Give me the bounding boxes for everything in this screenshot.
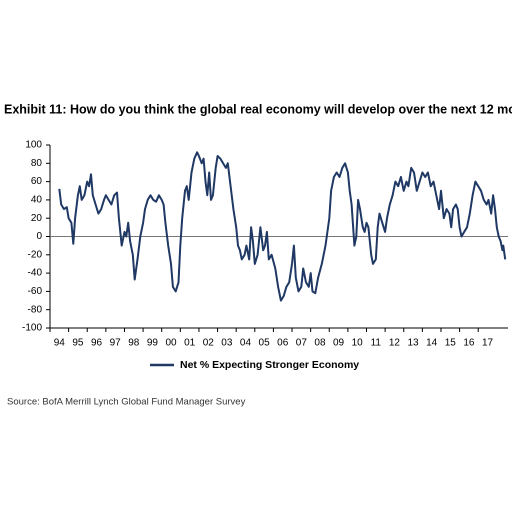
x-tick-label: 11	[371, 338, 382, 349]
x-tick-label: 16	[463, 338, 475, 349]
x-tick-label: 15	[445, 338, 457, 349]
x-tick-label: 00	[165, 338, 177, 349]
y-tick-label: -40	[28, 268, 43, 279]
data-line	[58, 151, 507, 302]
x-tick-label: 12	[389, 338, 401, 349]
y-tick-label: -60	[28, 286, 43, 297]
x-tick-label: 94	[54, 338, 66, 349]
legend-label: Net % Expecting Stronger Economy	[180, 359, 359, 371]
x-tick-label: 98	[128, 338, 140, 349]
y-tick-label: -80	[28, 304, 43, 315]
x-tick-label: 05	[259, 338, 271, 349]
y-tick-label: 60	[31, 176, 43, 187]
x-tick-label: 09	[333, 338, 345, 349]
x-tick-label: 13	[407, 338, 419, 349]
x-tick-label: 96	[91, 338, 103, 349]
y-tick-label: 40	[31, 195, 43, 206]
y-tick-label: -20	[28, 249, 43, 260]
y-tick-label: 80	[31, 158, 43, 169]
x-tick-label: 95	[72, 338, 84, 349]
x-tick-label: 08	[314, 338, 326, 349]
y-tick-label: 100	[25, 140, 42, 151]
x-tick-label: 03	[221, 338, 233, 349]
x-tick-label: 99	[147, 338, 159, 349]
x-tick-label: 14	[426, 338, 438, 349]
x-tick-label: 01	[184, 338, 196, 349]
y-tick-label: 20	[31, 213, 43, 224]
x-tick-label: 02	[203, 338, 215, 349]
x-tick-label: 17	[482, 338, 494, 349]
x-tick-label: 07	[296, 338, 308, 349]
x-tick-label: 06	[277, 338, 289, 349]
source-note: Source: BofA Merrill Lynch Global Fund M…	[7, 397, 246, 408]
x-tick-label: 10	[352, 338, 364, 349]
x-tick-label: 04	[240, 338, 252, 349]
x-tick-label: 97	[110, 338, 122, 349]
y-tick-label: 0	[36, 231, 42, 242]
y-tick-label: -100	[22, 323, 42, 334]
chart-title: Exhibit 11: How do you think the global …	[4, 102, 512, 116]
